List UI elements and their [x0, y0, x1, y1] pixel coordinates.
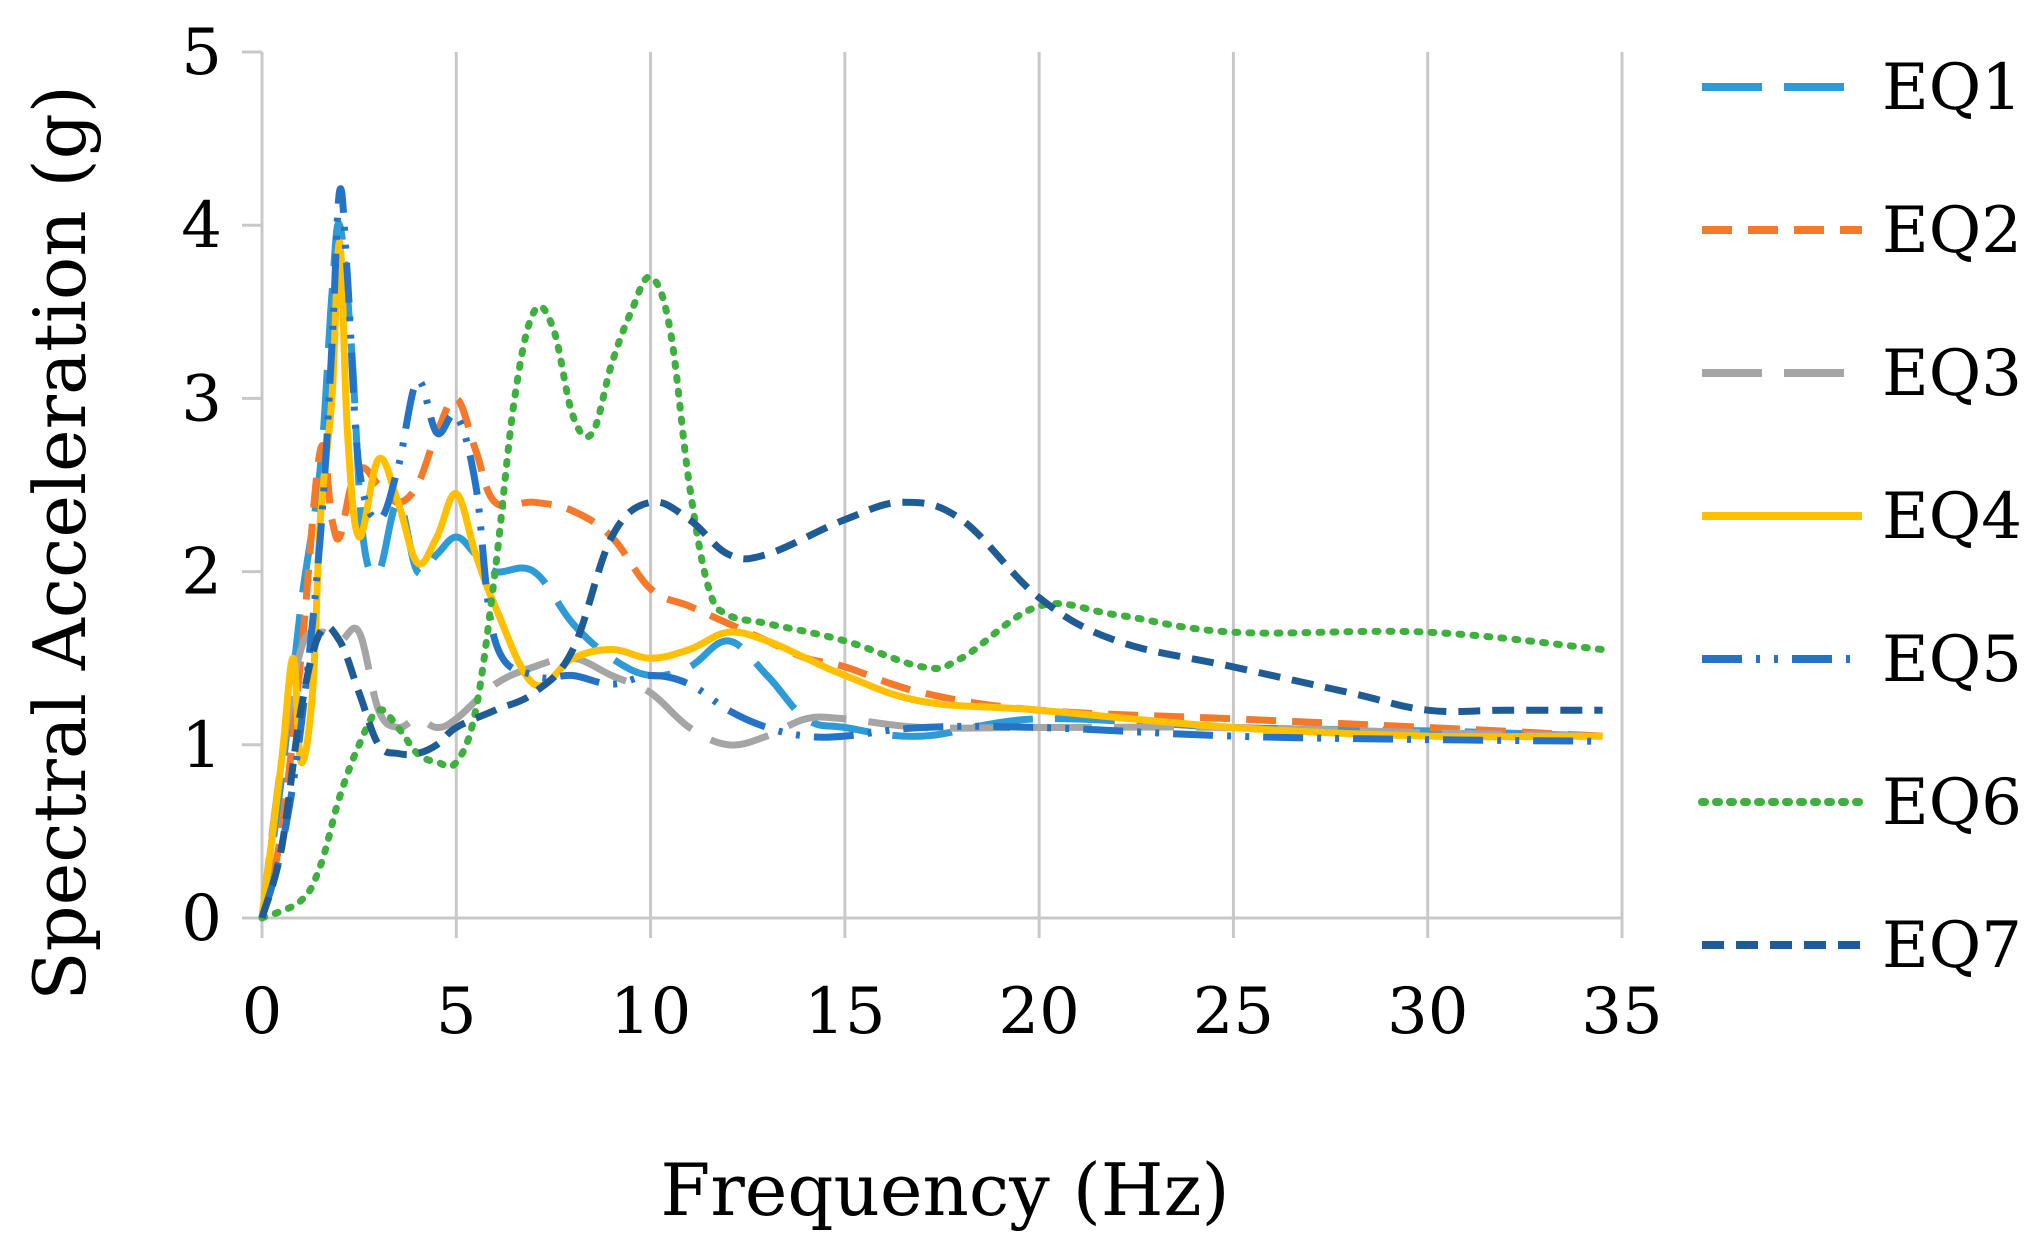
- y-tick-label: 1: [181, 709, 222, 783]
- series-line-eq7: [258, 498, 1603, 919]
- series-line-eq3: [258, 624, 1603, 919]
- x-axis-title: Frequency (Hz): [660, 1148, 1229, 1232]
- legend-label: EQ6: [1882, 766, 2022, 840]
- series-layer: [258, 185, 1607, 922]
- x-tick-label: 10: [610, 975, 691, 1049]
- legend-label: EQ7: [1882, 909, 2022, 983]
- legend-label: EQ2: [1882, 194, 2022, 268]
- legend-item-eq4: EQ4: [1702, 480, 2022, 554]
- series-line-eq2: [258, 394, 1603, 919]
- series-line-eq1: [258, 220, 1603, 919]
- axis-layer: 0 1 2 3 4 5 0 5 10 15 20 25 30 35: [181, 16, 1662, 1049]
- legend-item-eq6: EQ6: [1698, 766, 2022, 840]
- grid-layer: [454, 52, 1624, 918]
- legend-item-eq2: EQ2: [1702, 194, 2022, 268]
- x-tick-label: 35: [1581, 975, 1662, 1049]
- series-line-eq6: [258, 273, 1607, 922]
- y-tick-label: 0: [181, 882, 222, 956]
- x-tick-label: 20: [998, 975, 1079, 1049]
- x-tick-label: 30: [1387, 975, 1468, 1049]
- legend-label: EQ3: [1882, 337, 2022, 411]
- legend-item-eq1: EQ1: [1702, 51, 2022, 125]
- y-axis-title: Spectral Acceleration (g): [18, 85, 102, 1001]
- x-tick-label: 15: [804, 975, 885, 1049]
- x-tick-label: 5: [436, 975, 477, 1049]
- y-tick-label: 4: [181, 189, 222, 263]
- y-tick-label: 2: [181, 536, 222, 610]
- x-tick-label: 25: [1193, 975, 1274, 1049]
- legend-item-eq3: EQ3: [1702, 337, 2022, 411]
- legend-label: EQ5: [1882, 623, 2022, 697]
- legend-layer: EQ1 EQ2 EQ3 EQ4 EQ5 EQ6 EQ7: [1698, 51, 2022, 983]
- legend-label: EQ1: [1882, 51, 2022, 125]
- y-tick-label: 5: [181, 16, 222, 90]
- x-tick-label: 0: [242, 975, 283, 1049]
- legend-label: EQ4: [1882, 480, 2022, 554]
- y-tick-label: 3: [181, 362, 222, 436]
- series-line-eq4: [258, 238, 1603, 919]
- series-line-eq5: [258, 185, 1603, 919]
- legend-item-eq7: EQ7: [1702, 909, 2022, 983]
- legend-item-eq5: EQ5: [1702, 623, 2022, 697]
